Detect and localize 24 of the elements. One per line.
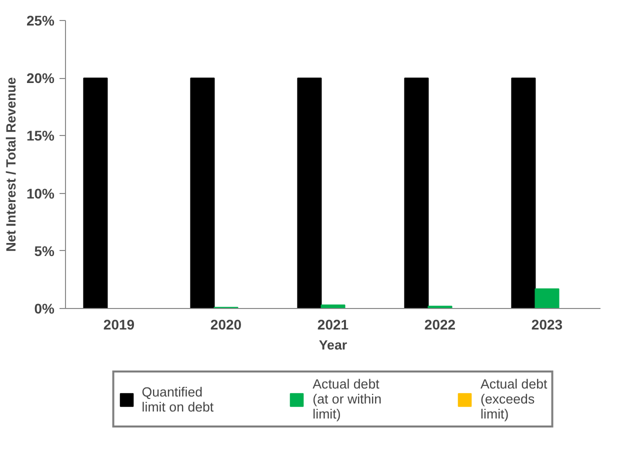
legend-label: Actual debt (exceeds limit): [480, 376, 548, 422]
x-axis-title: Year: [318, 338, 348, 352]
x-tick-label: 2021: [317, 316, 349, 332]
x-tick-label: 2020: [210, 316, 242, 332]
bar: [190, 78, 215, 308]
bar: [297, 78, 322, 308]
y-tick-label: 10%: [26, 185, 56, 202]
x-tick-label: 2022: [424, 316, 456, 332]
bar: [83, 78, 108, 308]
bar: [511, 78, 536, 308]
bar: [320, 304, 346, 308]
bar: [534, 288, 560, 308]
legend-label: Actual debt (at or within limit): [312, 376, 382, 422]
y-tick-label: 0%: [34, 300, 56, 316]
legend-label: Quantified limit on debt: [142, 384, 214, 414]
y-tick-label: 15%: [26, 128, 56, 144]
y-tick-label: 5%: [34, 242, 56, 259]
y-axis-title: Net Interest / Total Revenue: [3, 77, 18, 252]
x-tick-label: 2023: [531, 316, 563, 332]
bar: [428, 306, 452, 308]
bar: [404, 78, 429, 308]
x-tick-label: 2019: [103, 316, 135, 332]
y-tick-label: 25%: [26, 12, 56, 28]
y-tick-label: 20%: [26, 70, 56, 86]
